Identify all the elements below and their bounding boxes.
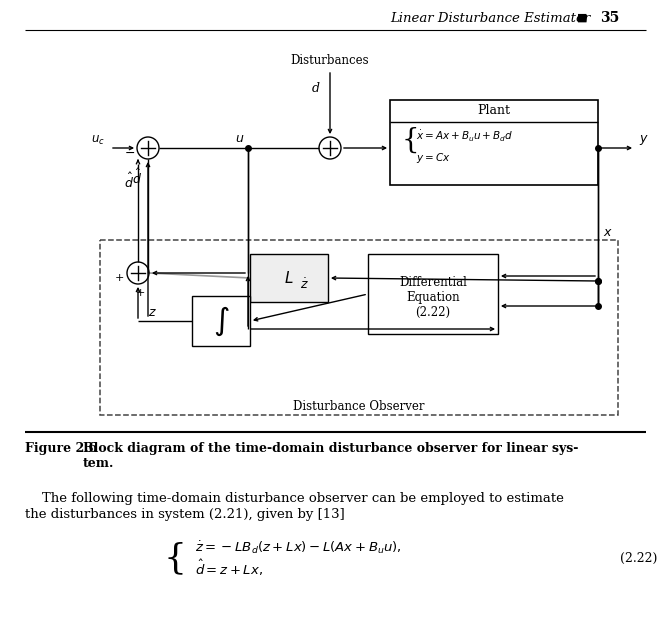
Text: $\hat{d}$: $\hat{d}$ [124, 172, 134, 190]
Text: $\hat{d}$: $\hat{d}$ [132, 167, 142, 187]
Text: Block diagram of the time-domain disturbance observer for linear sys-
tem.: Block diagram of the time-domain disturb… [83, 442, 578, 470]
Text: Linear Disturbance Estimator: Linear Disturbance Estimator [390, 11, 590, 24]
Text: $\int$: $\int$ [213, 305, 229, 338]
Text: Differential: Differential [399, 276, 467, 288]
Text: $u$: $u$ [236, 132, 245, 145]
Text: (2.22): (2.22) [620, 552, 658, 565]
Text: Plant: Plant [478, 104, 511, 117]
Text: $u_c$: $u_c$ [91, 134, 105, 147]
Text: $\dot{x} = Ax + B_u u + B_d d$: $\dot{x} = Ax + B_u u + B_d d$ [416, 129, 513, 144]
Text: {: { [164, 541, 187, 575]
Bar [192, 296, 250, 346]
Text: $y = Cx$: $y = Cx$ [416, 151, 451, 165]
Bar [390, 100, 598, 185]
Text: Disturbance Observer: Disturbance Observer [293, 399, 425, 412]
Text: Equation: Equation [406, 291, 460, 303]
Text: d: d [312, 82, 320, 94]
Text: $y$: $y$ [639, 133, 649, 147]
Bar [368, 254, 498, 334]
Text: $x$: $x$ [603, 225, 613, 238]
Text: +: + [136, 288, 145, 298]
Text: $\dot{z}$: $\dot{z}$ [299, 278, 309, 292]
Bar [250, 254, 328, 302]
Text: {: { [402, 127, 419, 154]
Text: Figure 2.6: Figure 2.6 [25, 442, 97, 455]
Text: $\hat{d} = z + Lx,$: $\hat{d} = z + Lx,$ [195, 558, 263, 578]
Text: (2.22): (2.22) [415, 306, 450, 318]
Text: the disturbances in system (2.21), given by [13]: the disturbances in system (2.21), given… [25, 508, 345, 521]
Text: ■: ■ [577, 13, 587, 23]
Bar [100, 240, 618, 415]
Text: The following time-domain disturbance observer can be employed to estimate: The following time-domain disturbance ob… [25, 492, 564, 505]
Text: $z$: $z$ [148, 306, 157, 319]
Text: −: − [125, 147, 135, 160]
Text: Disturbances: Disturbances [291, 54, 369, 67]
Text: $\dot{z} = -LB_d(z + Lx) - L(Ax + B_u u),$: $\dot{z} = -LB_d(z + Lx) - L(Ax + B_u u)… [195, 540, 402, 557]
Text: 35: 35 [600, 11, 619, 25]
Text: +: + [115, 273, 124, 283]
Text: $L$: $L$ [285, 270, 294, 286]
